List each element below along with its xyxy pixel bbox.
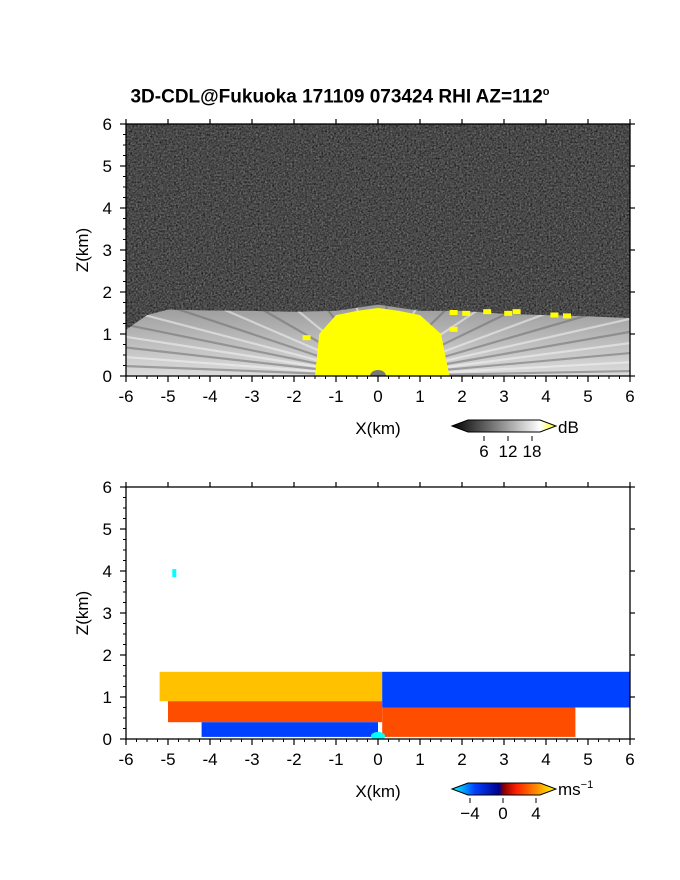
colorbar-unit: dB (558, 418, 579, 437)
y-tick-label: 0 (103, 367, 112, 386)
speck (449, 310, 458, 315)
x-tick-label: 3 (499, 750, 508, 769)
speck (302, 335, 311, 341)
y-tick-label: 6 (103, 478, 112, 497)
y-tick-label: 3 (103, 604, 112, 623)
velocity-points (172, 569, 385, 739)
x-tick-label: -4 (202, 750, 217, 769)
x-tick-label: 4 (541, 750, 550, 769)
velocity-colorbar: ms−1 −4 0 4 (450, 779, 593, 823)
speck (462, 310, 471, 316)
x-tick-label: 5 (583, 387, 592, 406)
y-tick-label: 5 (103, 157, 112, 176)
figure-title: 3D-CDL@Fukuoka 171109 073424 RHI AZ=112o (130, 86, 550, 108)
x-tick-label: -6 (118, 750, 133, 769)
velocity-point (172, 569, 177, 578)
velocity-layer (201, 722, 378, 737)
x-tick-label: -3 (244, 750, 259, 769)
y-tick-label: 4 (103, 199, 112, 218)
echo-ray (126, 322, 379, 376)
y-tick-label: 1 (103, 688, 112, 707)
velocity-layers (159, 671, 630, 737)
x-tick-label: 3 (499, 387, 508, 406)
echo-ray (126, 304, 379, 376)
x-tick-label: -4 (202, 387, 217, 406)
speck (483, 309, 492, 315)
speck (563, 313, 571, 319)
velocity-panel: -6 -5 -4 -3 -2 -1 0 1 2 3 4 5 6 0 1 2 3 4 5 6 X(km) Z(km) m… (73, 478, 635, 823)
axes: -6 -5 -4 -3 -2 -1 0 1 2 3 4 5 6 0 1 2 3 4 5 6 (103, 115, 635, 406)
radar-site-marker (370, 370, 386, 376)
speck (550, 312, 559, 318)
x-tick-label: -1 (328, 387, 343, 406)
reflectivity-colorbar: dB 6 12 18 (450, 418, 579, 461)
x-tick-label: 4 (541, 387, 550, 406)
y-tick-label: 0 (103, 730, 112, 749)
x-tick-label: 0 (373, 387, 382, 406)
echo-ray (377, 348, 630, 376)
y-tick-label: 2 (103, 283, 112, 302)
axes: -6 -5 -4 -3 -2 -1 0 1 2 3 4 5 6 0 1 2 3 4 5 6 (103, 478, 635, 769)
colorbar-tick-label: 18 (523, 442, 542, 461)
velocity-layer (382, 671, 630, 708)
x-tick-label: -5 (160, 750, 175, 769)
echo-ray (377, 304, 630, 376)
y-tick-label: 4 (103, 562, 112, 581)
colorbar-tick-label: −4 (460, 804, 479, 823)
y-tick-label: 6 (103, 115, 112, 134)
echo-ray (126, 307, 379, 376)
x-axis-label: X(km) (355, 782, 400, 801)
x-tick-label: 6 (625, 750, 634, 769)
echo-ray (126, 355, 379, 376)
colorbar-tick-label: 4 (531, 804, 540, 823)
high-reflectivity-specks (302, 309, 571, 341)
echo-ray (377, 331, 630, 376)
x-tick-label: 2 (457, 387, 466, 406)
speck (512, 309, 521, 315)
x-tick-label: -3 (244, 387, 259, 406)
x-tick-label: -1 (328, 750, 343, 769)
speck (449, 326, 458, 332)
colorbar-tick-label: 12 (499, 442, 518, 461)
x-axis-label: X(km) (355, 419, 400, 438)
x-tick-label: -5 (160, 387, 175, 406)
x-tick-label: 2 (457, 750, 466, 769)
velocity-layer (159, 671, 383, 702)
echo-ray (126, 338, 379, 376)
echo-ray (377, 365, 630, 376)
colorbar-unit: ms−1 (558, 779, 593, 799)
velocity-layer (168, 701, 383, 723)
colorbar-tick-label: 0 (498, 804, 507, 823)
x-tick-label: 1 (415, 750, 424, 769)
x-tick-label: -2 (286, 750, 301, 769)
speck (504, 310, 513, 316)
y-axis-label: Z(km) (73, 228, 92, 272)
echo-ray (377, 315, 630, 376)
high-reflectivity-region (315, 307, 450, 376)
y-axis-label: Z(km) (73, 591, 92, 635)
y-tick-label: 3 (103, 241, 112, 260)
x-tick-label: 0 (373, 750, 382, 769)
x-tick-label: 6 (625, 387, 634, 406)
y-tick-label: 2 (103, 646, 112, 665)
y-tick-label: 5 (103, 520, 112, 539)
x-tick-label: -2 (286, 387, 301, 406)
velocity-layer (382, 707, 576, 737)
radar-site-marker (371, 732, 385, 739)
x-tick-label: 5 (583, 750, 592, 769)
colorbar-tick-label: 6 (479, 442, 488, 461)
y-tick-label: 1 (103, 325, 112, 344)
x-tick-label: -6 (118, 387, 133, 406)
x-tick-label: 1 (415, 387, 424, 406)
